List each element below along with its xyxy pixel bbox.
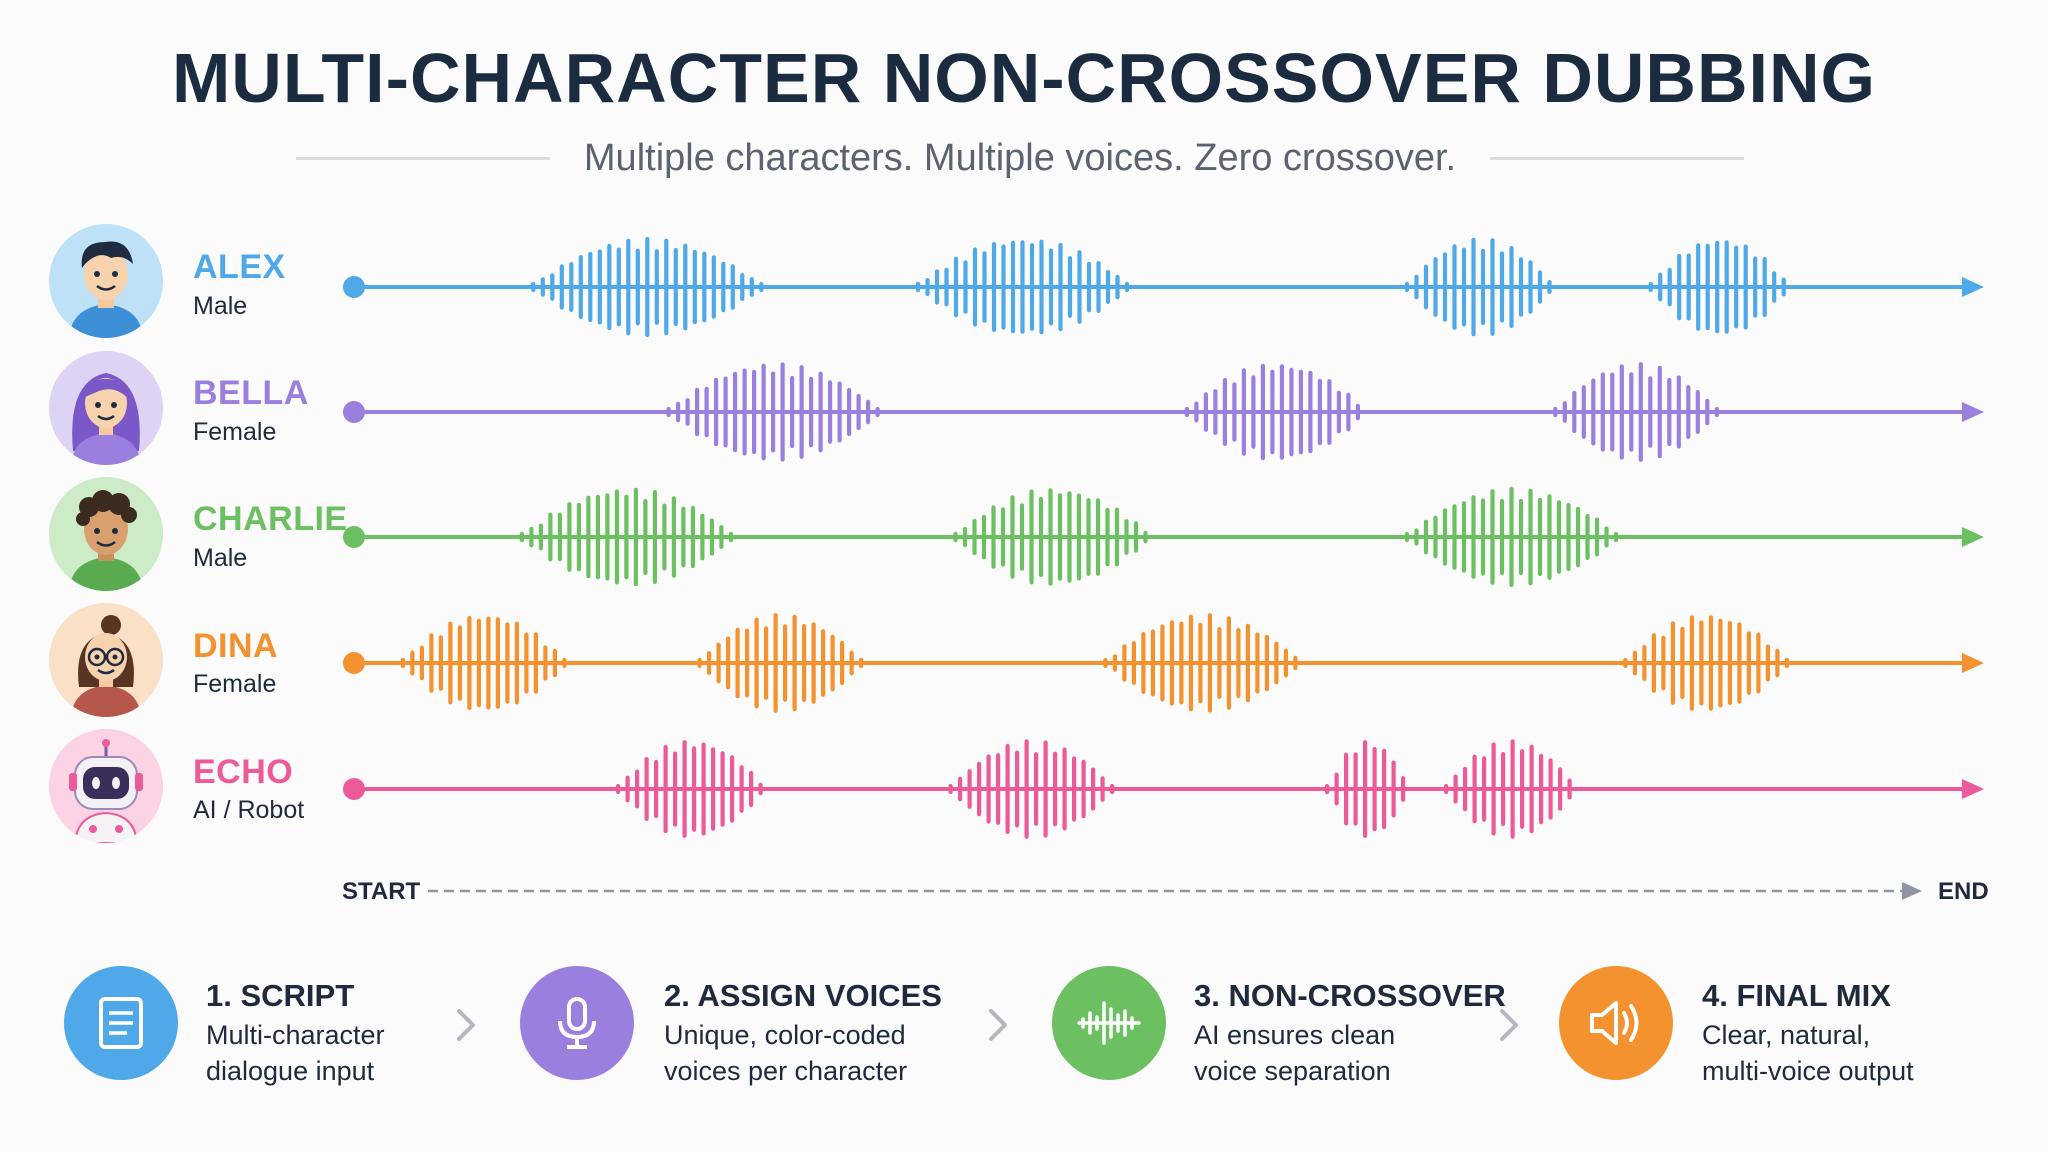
step-2-title: 2. ASSIGN VOICES — [664, 978, 942, 1013]
voice-burst-alex-4 — [1648, 240, 1786, 334]
voice-burst-echo-2 — [948, 739, 1115, 839]
voice-burst-echo-3 — [1324, 740, 1406, 838]
character-name-alex: ALEX — [193, 248, 286, 286]
step-3-desc-line-2: voice separation — [1194, 1056, 1391, 1086]
track-start-dot-echo — [343, 778, 365, 800]
step-2-description: Unique, color-coded voices per character — [664, 1017, 907, 1089]
track-start-dot-bella — [343, 401, 365, 423]
voice-burst-bella-2 — [1184, 363, 1361, 461]
step-4-description: Clear, natural, multi-voice output — [1702, 1017, 1914, 1089]
male-avatar-icon — [49, 224, 163, 338]
step-1-desc-line-1: Multi-character — [206, 1020, 385, 1050]
character-role-alex: Male — [193, 292, 248, 320]
timeline-start-label: START — [342, 878, 421, 905]
character-name-dina: DINA — [193, 627, 279, 665]
track-arrow-alex — [1962, 277, 1984, 297]
female-glasses-avatar-icon — [49, 603, 163, 717]
step-1-desc-line-2: dialogue input — [206, 1056, 375, 1086]
waveform-icon — [1077, 1001, 1141, 1045]
timeline-arrow — [1902, 882, 1922, 900]
male-avatar-icon — [49, 477, 163, 591]
voice-burst-bella-1 — [666, 362, 880, 462]
page-title: MULTI-CHARACTER NON-CROSSOVER DUBBING — [172, 39, 1876, 117]
character-role-bella: Female — [193, 418, 277, 446]
step-4-icon-circle — [1559, 966, 1673, 1080]
track-start-dot-charlie — [343, 526, 365, 548]
character-name-charlie: CHARLIE — [193, 500, 348, 538]
step-3-description: AI ensures clean voice separation — [1194, 1017, 1395, 1089]
chevron-right-icon — [989, 1009, 1007, 1041]
voice-burst-charlie-2 — [953, 488, 1148, 586]
step-1-description: Multi-character dialogue input — [206, 1017, 385, 1089]
track-arrow-dina — [1962, 653, 1984, 673]
alex-avatar — [49, 224, 163, 338]
chevron-right-icon — [1500, 1009, 1518, 1041]
voice-burst-charlie-1 — [519, 487, 734, 587]
step-2-desc-line-1: Unique, color-coded — [664, 1020, 906, 1050]
page-subtitle: Multiple characters. Multiple voices. Ze… — [583, 136, 1457, 179]
timeline-end-label: END — [1938, 878, 1989, 905]
female-avatar-icon — [49, 351, 163, 465]
voice-burst-dina-4 — [1623, 615, 1790, 711]
character-name-echo: ECHO — [193, 753, 294, 791]
voice-burst-bella-3 — [1553, 362, 1719, 462]
track-arrow-bella — [1962, 402, 1984, 422]
voice-burst-alex-3 — [1404, 237, 1552, 337]
voice-burst-echo-4 — [1443, 739, 1572, 839]
voice-burst-alex-2 — [915, 239, 1130, 335]
step-4-desc-line-2: multi-voice output — [1702, 1056, 1914, 1086]
voice-burst-echo-1 — [615, 740, 763, 838]
voice-burst-dina-2 — [697, 613, 864, 713]
step-2-desc-line-2: voices per character — [664, 1056, 908, 1086]
subtitle-divider-left — [296, 156, 550, 160]
dina-avatar — [49, 603, 163, 717]
character-role-charlie: Male — [193, 544, 248, 572]
step-4-title: 4. FINAL MIX — [1702, 978, 1891, 1013]
voice-burst-charlie-3 — [1404, 486, 1619, 588]
voice-burst-dina-3 — [1103, 613, 1298, 713]
character-role-dina: Female — [193, 670, 277, 698]
document-icon — [99, 997, 143, 1049]
voice-burst-alex-1 — [531, 236, 764, 338]
character-role-echo: AI / Robot — [193, 796, 305, 824]
echo-avatar — [49, 729, 163, 843]
step-1-icon-circle — [64, 966, 178, 1080]
subtitle-row: Multiple characters. Multiple voices. Ze… — [296, 130, 1745, 186]
bella-avatar — [49, 351, 163, 465]
microphone-icon — [558, 997, 596, 1049]
subtitle-divider-right — [1490, 156, 1745, 160]
step-3-desc-line-1: AI ensures clean — [1194, 1020, 1396, 1050]
voice-burst-dina-1 — [400, 615, 567, 711]
step-1-title: 1. SCRIPT — [206, 978, 355, 1013]
robot-avatar-icon — [49, 729, 163, 843]
charlie-avatar — [49, 477, 163, 591]
track-start-dot-alex — [343, 276, 365, 298]
character-name-bella: BELLA — [193, 374, 309, 412]
step-4-desc-line-1: Clear, natural, — [1702, 1020, 1871, 1050]
track-start-dot-dina — [343, 652, 365, 674]
track-arrow-charlie — [1962, 527, 1984, 547]
step-3-icon-circle — [1052, 966, 1166, 1080]
step-2-icon-circle — [520, 966, 634, 1080]
track-arrow-echo — [1962, 779, 1984, 799]
step-3-title: 3. NON-CROSSOVER — [1194, 978, 1506, 1013]
speaker-icon — [1590, 1001, 1639, 1045]
chevron-right-icon — [457, 1009, 475, 1041]
